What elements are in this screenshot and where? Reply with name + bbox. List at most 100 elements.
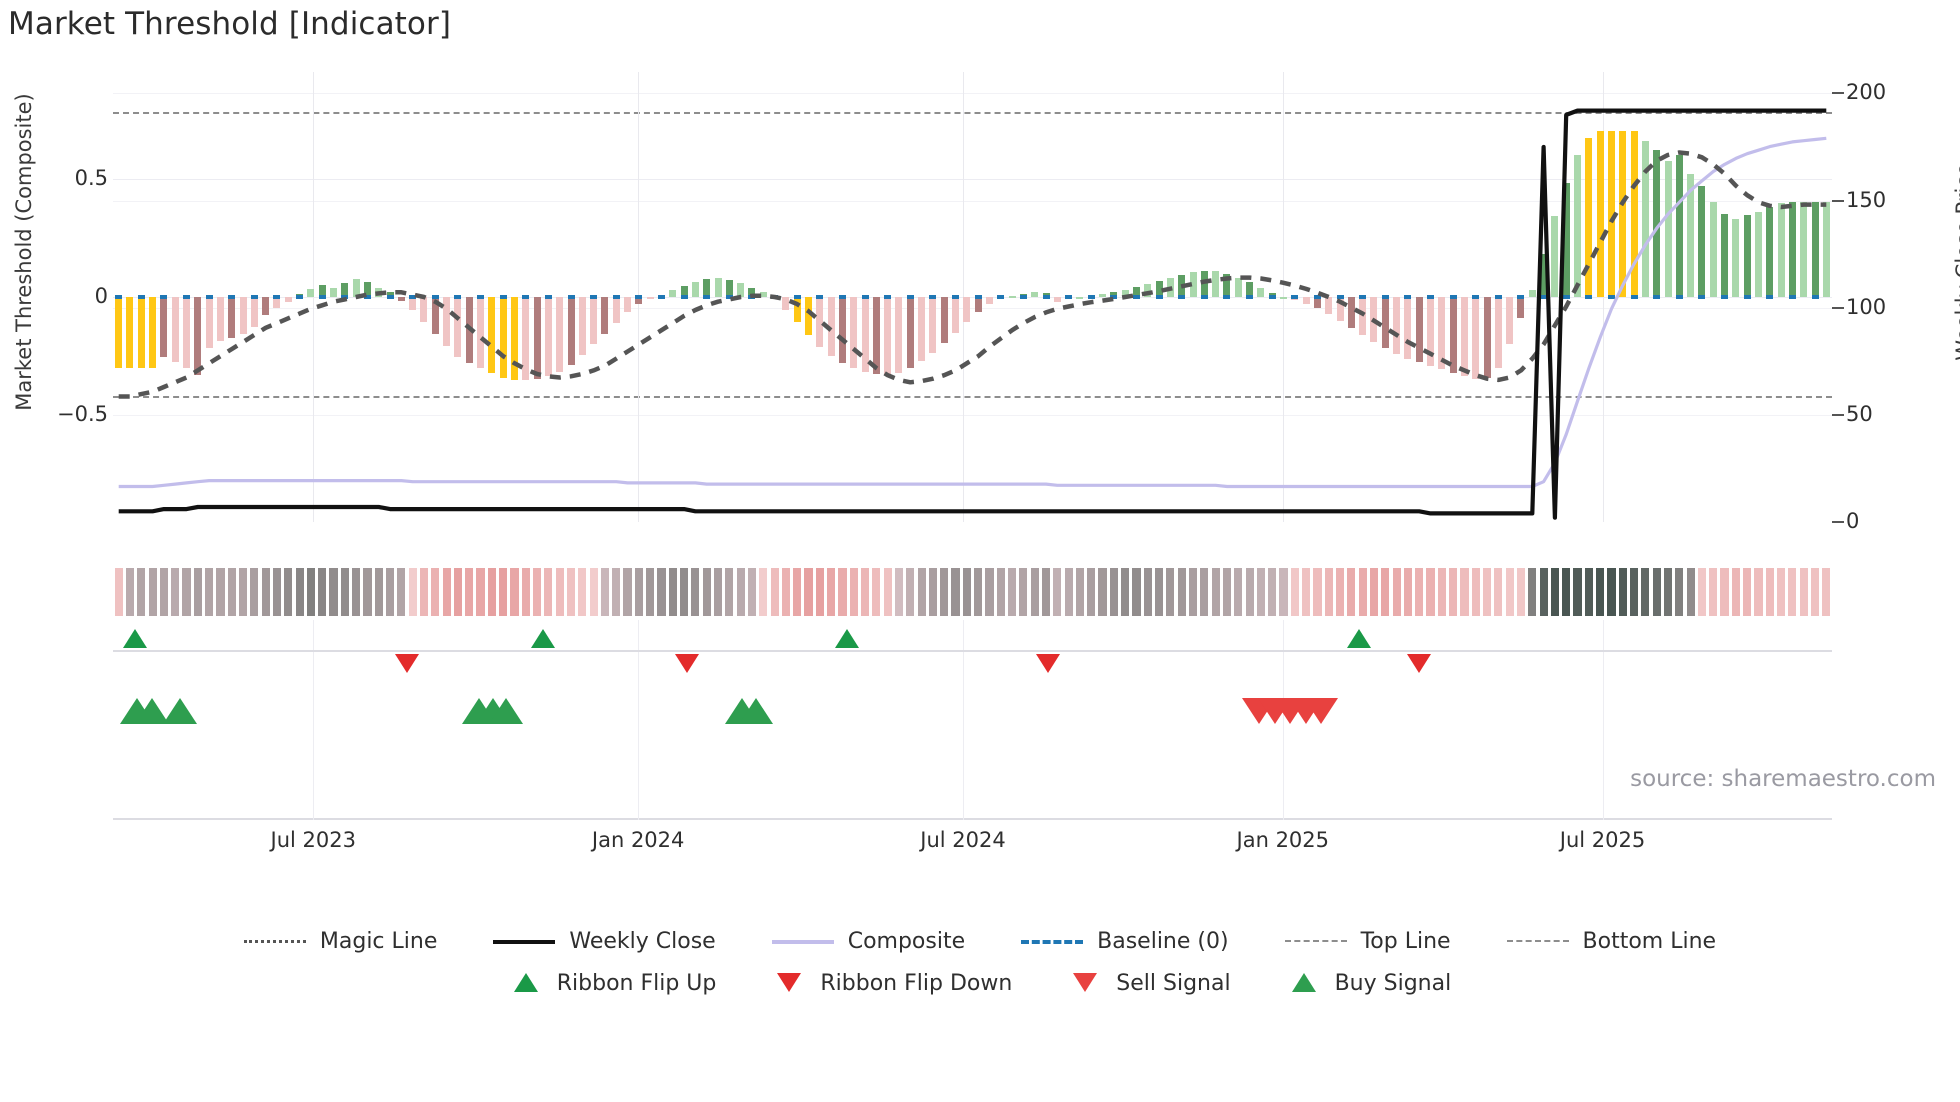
legend-item-sell-signal[interactable]: Sell Signal [1068, 971, 1231, 996]
histogram-bar [544, 297, 552, 377]
legend-marker-triangle-down [1068, 971, 1102, 995]
legend-triangle-up-icon [513, 973, 538, 992]
legend-item-weekly-close[interactable]: Weekly Close [493, 929, 716, 954]
baseline-segment [1427, 295, 1435, 299]
legend-item-buy-signal[interactable]: Buy Signal [1287, 970, 1452, 996]
histogram-bar [1709, 202, 1717, 297]
baseline-segment [1268, 295, 1276, 299]
baseline-segment [793, 295, 801, 299]
ribbon-flip-up-marker [530, 629, 555, 648]
ribbon-cell [386, 568, 395, 616]
histogram-bar [759, 292, 767, 297]
histogram-bar [1811, 202, 1819, 297]
bottom-line [113, 396, 1832, 399]
histogram-bar [228, 297, 236, 339]
ribbon-cell [1109, 568, 1118, 616]
ribbon-cell [1030, 568, 1039, 616]
plot-lines [118, 108, 1827, 520]
ribbon-cell [1482, 568, 1492, 616]
ribbon-cell [499, 568, 508, 616]
baseline-segment [1336, 295, 1344, 299]
ribbon-cell [1652, 568, 1661, 616]
gridline-horizontal [113, 297, 1832, 298]
histogram-bar [262, 297, 270, 315]
baseline-segment [454, 295, 462, 299]
ribbon-cell [1505, 568, 1514, 616]
x-gridline [313, 72, 315, 522]
ribbon-cell [849, 568, 858, 616]
baseline-segment [363, 295, 371, 299]
ribbon-cell [1618, 568, 1627, 616]
legend-label: Bottom Line [1582, 928, 1717, 954]
legend-line-sample [243, 940, 306, 943]
histogram-bar [477, 297, 485, 369]
baseline-segment [318, 295, 326, 299]
x-tick-label: Jul 2023 [270, 828, 356, 852]
ribbon-cell [578, 568, 587, 616]
ribbon-cell [1098, 568, 1107, 616]
ribbon-cell [419, 568, 429, 616]
histogram-bar [793, 297, 801, 322]
baseline-segment [499, 295, 507, 299]
histogram-bar [635, 297, 643, 305]
histogram-bar [1200, 270, 1208, 297]
legend-item-composite[interactable]: Composite [771, 928, 966, 954]
histogram-bar [1732, 218, 1740, 297]
ribbon-cell [1697, 568, 1706, 616]
ribbon-cell [453, 568, 462, 616]
composite-line [118, 136, 1827, 489]
ribbon-cell [1810, 568, 1820, 616]
y-tick-right: 150 [1846, 187, 1887, 212]
ribbon-cell [171, 568, 180, 616]
histogram-bar [1042, 292, 1050, 297]
baseline-segment [1607, 295, 1615, 299]
legend-swatch-dotted [243, 931, 306, 951]
source-attribution: source: sharemaestro.com [1630, 766, 1936, 792]
ribbon-cell [114, 568, 123, 616]
histogram-bar [556, 297, 564, 372]
baseline-segment [183, 295, 190, 299]
ribbon-cell [476, 568, 485, 616]
baseline-segment [929, 295, 937, 299]
ribbon-cell [1754, 568, 1763, 616]
baseline-segment [1721, 295, 1729, 299]
baseline-segment [1675, 295, 1683, 299]
histogram-bar [1664, 160, 1672, 297]
histogram-bar [397, 297, 405, 302]
legend-label: Buy Signal [1334, 970, 1452, 996]
legend-item-ribbon-flip-up[interactable]: Ribbon Flip Up [509, 971, 716, 996]
baseline-segment [1472, 295, 1480, 299]
legend-line-sample [1284, 940, 1347, 942]
ribbon-cell [1256, 568, 1265, 616]
legend-label: Composite [847, 928, 966, 954]
top-line [113, 112, 1832, 115]
legend-label: Baseline (0) [1097, 928, 1229, 954]
legend-item-bottom-line[interactable]: Bottom Line [1506, 928, 1717, 954]
x-tick-label: Jul 2025 [1559, 828, 1646, 852]
ribbon-cell [951, 568, 960, 616]
legend-item-top-line[interactable]: Top Line [1284, 929, 1451, 954]
ribbon-cell [521, 568, 530, 616]
baseline-segment [906, 295, 914, 299]
ribbon-cell [1788, 568, 1797, 616]
legend-item-baseline-0[interactable]: Baseline (0) [1021, 928, 1229, 954]
ribbon-cell [1709, 568, 1718, 616]
ribbon-cell [1630, 568, 1639, 616]
x-gridline-lower [313, 620, 315, 820]
legend-item-magic-line[interactable]: Magic Line [243, 929, 437, 954]
chart-title: Market Threshold [Indicator] [8, 6, 452, 42]
legend-item-ribbon-flip-down[interactable]: Ribbon Flip Down [772, 971, 1012, 996]
histogram-bar [1076, 297, 1084, 299]
histogram-bar [137, 297, 145, 369]
histogram-bar [1223, 273, 1231, 297]
sell-signal-marker [1304, 698, 1339, 724]
ribbon-cell [1302, 568, 1311, 616]
ribbon-cell [1720, 568, 1729, 616]
baseline-segment [1811, 295, 1819, 299]
histogram-bar [1822, 202, 1830, 297]
ribbon-cell [1245, 568, 1254, 616]
x-axis-line [113, 818, 1832, 820]
histogram-bar [838, 297, 846, 364]
baseline-segment [657, 295, 665, 299]
histogram-bar [1246, 282, 1254, 297]
